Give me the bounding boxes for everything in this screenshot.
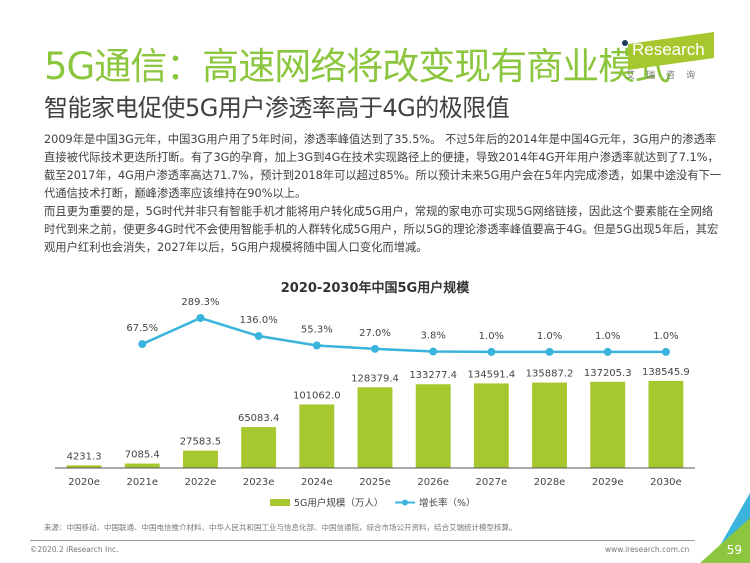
growth-label: 289.3% xyxy=(181,297,219,308)
page-subtitle: 智能家电促使5G用户渗透率高于4G的极限值 xyxy=(44,94,510,122)
page-title: 5G通信：高速网络将改变现有商业模式 xyxy=(44,45,671,88)
growth-label: 55.3% xyxy=(301,325,333,336)
iresearch-logo: Research 艾瑞咨询 xyxy=(622,31,714,86)
bar-label: 134591.4 xyxy=(468,369,516,380)
bar-label: 137205.3 xyxy=(584,368,632,379)
growth-label: 1.0% xyxy=(653,331,678,342)
bar-label: 65083.4 xyxy=(238,413,279,424)
copyright: ©2020.2 iResearch Inc. xyxy=(30,545,119,554)
growth-label: 136.0% xyxy=(240,315,278,326)
x-tick-label: 2023e xyxy=(243,477,275,488)
user-scale-chart: 2020-2030年中国5G用户规模 4231.3 7085.4 27583.5 65… xyxy=(55,280,695,509)
bar-label: 138545.9 xyxy=(642,367,690,378)
bar xyxy=(648,380,684,468)
paragraph: 而且更为重要的是，5G时代并非只有智能手机才能将用户转化成5G用户，常规的家电亦… xyxy=(44,205,719,254)
x-tick-label: 2025e xyxy=(359,477,391,488)
growth-label: 1.0% xyxy=(595,331,620,342)
x-tick-label: 2028e xyxy=(534,477,566,488)
bar-label: 133277.4 xyxy=(409,370,457,381)
growth-point xyxy=(545,347,554,356)
bar xyxy=(66,465,102,468)
website-link: www.iresearch.com.cn xyxy=(605,545,690,554)
legend-line-marker xyxy=(402,499,408,506)
growth-point xyxy=(429,347,438,356)
legend: 5G用户规模（万人） 增长率（%） xyxy=(270,497,476,509)
x-tick-label: 2029e xyxy=(592,477,624,488)
x-tick-label: 2021e xyxy=(126,477,158,488)
bar-label: 27583.5 xyxy=(180,437,221,448)
growth-label: 3.8% xyxy=(420,331,445,342)
growth-point xyxy=(138,340,147,349)
growth-label: 27.0% xyxy=(359,328,391,339)
bar xyxy=(124,463,160,468)
chart-title: 2020-2030年中国5G用户规模 xyxy=(281,280,470,296)
bar-label: 128379.4 xyxy=(351,373,399,384)
growth-label: 1.0% xyxy=(479,331,504,342)
growth-point xyxy=(661,347,670,356)
corner-decoration xyxy=(700,493,750,563)
legend-bar-label: 5G用户规模（万人） xyxy=(294,497,383,509)
growth-line xyxy=(141,316,666,354)
bar xyxy=(357,387,393,468)
growth-point xyxy=(254,332,263,341)
legend-bar-swatch xyxy=(270,499,290,506)
growth-point xyxy=(487,347,496,356)
bar-label: 7085.4 xyxy=(125,450,160,461)
growth-label: 67.5% xyxy=(126,323,158,334)
logo-cn-text: 艾瑞咨询 xyxy=(626,71,707,81)
bar xyxy=(473,383,509,468)
growth-label: 1.0% xyxy=(537,331,562,342)
bar-label: 135887.2 xyxy=(526,369,574,380)
x-tick-label: 2027e xyxy=(476,477,508,488)
growth-point xyxy=(603,347,612,356)
x-tick-label: 2022e xyxy=(185,477,217,488)
bar xyxy=(590,381,626,468)
bar xyxy=(299,404,335,468)
growth-point xyxy=(196,314,205,322)
x-tick-label: 2024e xyxy=(301,477,333,488)
bar-label: 4231.3 xyxy=(67,451,102,462)
paragraph: 2009年是中国3G元年，中国3G用户用了5年时间，渗透率峰值达到了35.5%。… xyxy=(44,133,722,200)
footer-divider xyxy=(30,540,695,541)
bar xyxy=(532,382,567,468)
body-text: 2009年是中国3G元年，中国3G用户用了5年时间，渗透率峰值达到了35.5%。… xyxy=(44,131,724,257)
bar xyxy=(415,384,451,468)
legend-line-label: 增长率（%） xyxy=(419,497,476,509)
bar xyxy=(183,450,218,468)
growth-point xyxy=(312,341,321,350)
bar xyxy=(241,427,277,468)
logo-text: Research xyxy=(632,40,705,59)
source-note: 来源：中国移动、中国联通、中国电信推介材料、中华人民共和国工业与信息化部、中国信… xyxy=(44,523,517,532)
growth-point xyxy=(371,344,379,353)
x-tick-label: 2020e xyxy=(68,477,100,488)
page-number: 59 xyxy=(726,543,742,557)
logo-dot-icon xyxy=(622,40,628,46)
x-tick-label: 2026e xyxy=(417,477,449,488)
bar-label: 101062.0 xyxy=(293,390,341,401)
x-tick-label: 2030e xyxy=(650,477,682,488)
